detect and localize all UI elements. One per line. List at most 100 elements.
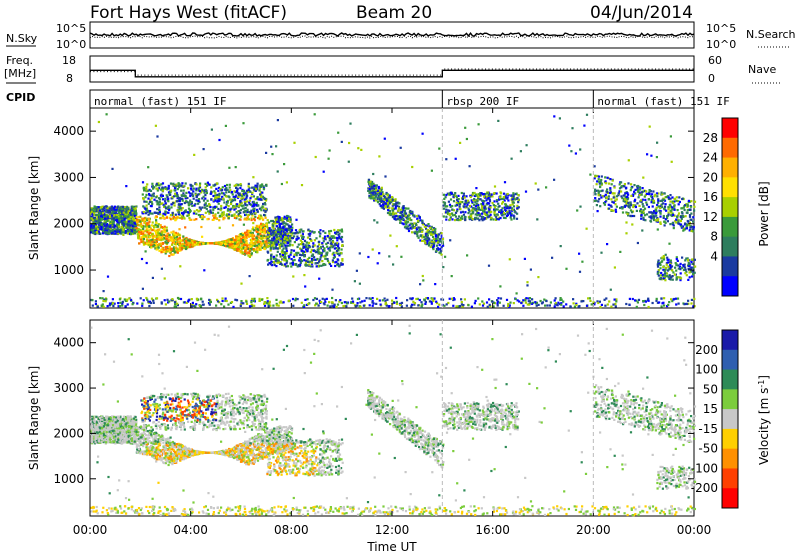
echo-cell <box>458 215 461 218</box>
echo-cell <box>269 239 273 242</box>
echo-cell <box>317 252 320 255</box>
echo-cell <box>243 233 246 236</box>
echo-cell <box>277 261 281 264</box>
echo-cell <box>301 236 304 240</box>
echo-cell <box>490 210 493 213</box>
echo-cell <box>257 216 260 220</box>
echo-cell <box>246 217 249 220</box>
echo-cell <box>152 236 155 239</box>
echo-cell <box>502 216 506 219</box>
echo-cell <box>260 235 263 238</box>
echo-cell <box>137 236 140 239</box>
echo-cell <box>336 230 339 233</box>
echo-cell <box>201 188 204 191</box>
echo-cell <box>91 208 94 211</box>
echo-cell <box>157 237 160 240</box>
echo-cell <box>192 194 195 198</box>
echo-cell <box>419 219 422 222</box>
echo-cell <box>493 200 496 203</box>
echo-cell <box>432 235 435 238</box>
echo-cell <box>260 206 263 209</box>
echo-cell <box>490 216 493 219</box>
echo-cell <box>220 207 223 210</box>
echo-cell <box>161 182 165 185</box>
echo-cell <box>144 207 147 210</box>
echo-cell <box>262 202 265 206</box>
echo-cell <box>304 261 308 264</box>
echo-cell <box>178 233 181 237</box>
echo-cell <box>663 208 666 211</box>
echo-cell <box>321 260 324 263</box>
echo-cell <box>288 255 291 258</box>
echo-cell <box>167 187 170 190</box>
echo-cell <box>142 241 145 244</box>
echo-cell <box>248 253 251 256</box>
echo-cell <box>684 215 687 218</box>
echo-cell <box>443 203 446 206</box>
echo-cell <box>474 201 477 204</box>
echo-cell <box>131 205 134 208</box>
echo-cell <box>653 218 656 222</box>
echo-cell <box>256 196 259 199</box>
echo-cell <box>195 196 198 199</box>
echo-cell <box>112 210 115 213</box>
echo-cell <box>664 221 667 224</box>
echo-cell <box>311 245 314 248</box>
echo-cell <box>388 211 391 214</box>
echo-cell <box>203 203 206 206</box>
echo-cell <box>145 185 148 188</box>
echo-cell <box>250 245 253 248</box>
echo-cell <box>154 229 157 232</box>
echo-cell <box>234 207 237 210</box>
echo-cell <box>394 215 397 218</box>
echo-cell <box>339 237 342 240</box>
echo-cell <box>178 186 181 189</box>
echo-cell <box>160 242 163 245</box>
echo-cell <box>104 231 107 234</box>
echo-cell <box>281 237 284 240</box>
echo-cell <box>117 223 120 226</box>
echo-cell <box>153 198 156 201</box>
echo-cell <box>166 233 169 236</box>
echo-cell <box>124 224 128 227</box>
echo-cell <box>253 217 256 220</box>
noise-left-tick-low: 10^0 <box>56 38 86 51</box>
echo-cell <box>185 239 188 242</box>
echo-cell <box>197 210 200 213</box>
echo-cell <box>644 219 647 222</box>
echo-cell <box>246 191 249 194</box>
echo-cell <box>480 215 483 218</box>
echo-cell <box>225 245 228 248</box>
echo-cell <box>101 232 104 235</box>
echo-cell <box>494 204 497 208</box>
echo-cell <box>265 222 269 225</box>
echo-cell <box>331 237 334 240</box>
echo-cell <box>413 222 416 225</box>
echo-cell <box>515 217 519 220</box>
echo-cell <box>168 208 171 212</box>
echo-cell <box>430 225 433 228</box>
echo-cell <box>311 230 314 233</box>
echo-cell <box>174 192 177 195</box>
echo-cell <box>107 230 110 233</box>
echo-cell <box>198 209 201 212</box>
echo-cell <box>166 245 169 249</box>
echo-cell <box>662 214 665 218</box>
echo-cell <box>301 235 304 238</box>
echo-cell <box>300 254 303 257</box>
echo-cell <box>391 207 394 210</box>
echo-cell <box>392 215 395 218</box>
echo-cell <box>252 237 255 241</box>
echo-cell <box>283 215 286 218</box>
echo-cell <box>406 216 409 220</box>
echo-cell <box>95 227 98 230</box>
echo-cell <box>235 215 238 218</box>
echo-cell <box>107 225 110 228</box>
echo-cell <box>283 217 287 220</box>
echo-cell <box>102 226 105 229</box>
echo-cell <box>94 225 98 228</box>
echo-cell <box>469 216 472 219</box>
echo-cell <box>456 208 459 211</box>
echo-cell <box>318 243 321 246</box>
